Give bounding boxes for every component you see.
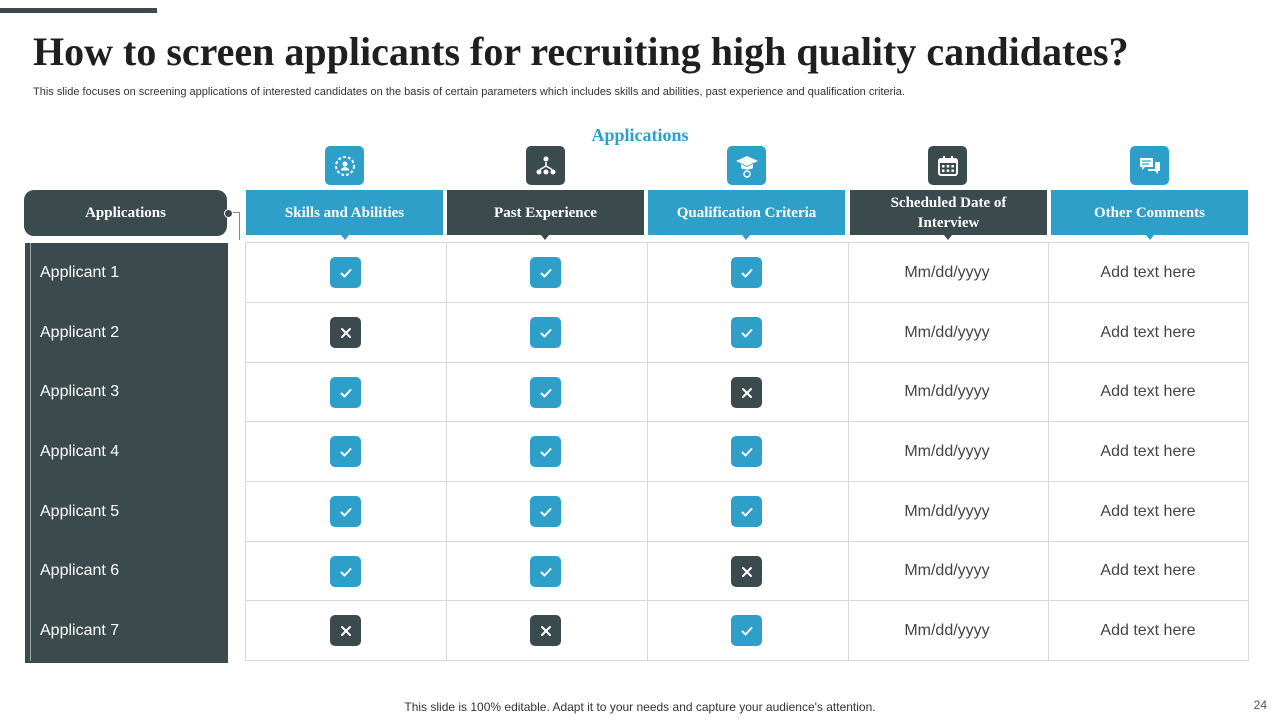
applicant-label: Applicant 5 bbox=[40, 503, 120, 520]
check-icon bbox=[731, 257, 762, 288]
page-number: 24 bbox=[1253, 698, 1267, 712]
check-icon bbox=[530, 257, 561, 288]
comment-cell: Add text here bbox=[1100, 622, 1196, 639]
check-icon bbox=[731, 436, 762, 467]
check-icon bbox=[731, 615, 762, 646]
check-icon bbox=[731, 496, 762, 527]
applicant-label: Applicant 3 bbox=[40, 383, 120, 400]
check-icon bbox=[330, 377, 361, 408]
applications-header: Applications bbox=[24, 190, 227, 236]
row-divider bbox=[245, 421, 1249, 422]
col-divider bbox=[647, 242, 648, 661]
date-cell: Mm/dd/yyyy bbox=[904, 503, 990, 520]
date-cell: Mm/dd/yyyy bbox=[904, 383, 990, 400]
check-icon bbox=[530, 377, 561, 408]
check-icon bbox=[330, 436, 361, 467]
check-icon bbox=[330, 556, 361, 587]
col-divider bbox=[1048, 242, 1049, 661]
cross-icon bbox=[731, 377, 762, 408]
graduation-gear-icon bbox=[727, 146, 766, 185]
check-icon bbox=[330, 257, 361, 288]
date-cell: Mm/dd/yyyy bbox=[904, 264, 990, 281]
connector-dot bbox=[224, 209, 233, 218]
footer-note: This slide is 100% editable. Adapt it to… bbox=[404, 700, 876, 714]
panel-accent-line bbox=[30, 243, 31, 661]
applicant-panel bbox=[25, 243, 228, 663]
applicant-label: Applicant 6 bbox=[40, 562, 120, 579]
comment-cell: Add text here bbox=[1100, 383, 1196, 400]
calendar-icon bbox=[928, 146, 967, 185]
comment-cell: Add text here bbox=[1100, 562, 1196, 579]
check-icon bbox=[530, 436, 561, 467]
col-header-experience: Past Experience bbox=[447, 190, 644, 235]
check-icon bbox=[530, 317, 561, 348]
date-cell: Mm/dd/yyyy bbox=[904, 622, 990, 639]
col-header-date: Scheduled Date of Interview bbox=[850, 190, 1047, 235]
chat-bubbles-icon bbox=[1130, 146, 1169, 185]
cross-icon bbox=[530, 615, 561, 646]
row-divider bbox=[245, 362, 1249, 363]
header-arrow bbox=[944, 235, 952, 240]
network-people-icon bbox=[526, 146, 565, 185]
col-divider bbox=[848, 242, 849, 661]
col-header-skills: Skills and Abilities bbox=[246, 190, 443, 235]
screening-table bbox=[245, 242, 1249, 661]
row-divider bbox=[245, 600, 1249, 601]
cross-icon bbox=[731, 556, 762, 587]
col-header-qualification: Qualification Criteria bbox=[648, 190, 845, 235]
check-icon bbox=[330, 496, 361, 527]
gear-person-icon bbox=[325, 146, 364, 185]
comment-cell: Add text here bbox=[1100, 443, 1196, 460]
col-header-comments: Other Comments bbox=[1051, 190, 1248, 235]
comment-cell: Add text here bbox=[1100, 264, 1196, 281]
header-arrow bbox=[341, 235, 349, 240]
check-icon bbox=[530, 496, 561, 527]
date-cell: Mm/dd/yyyy bbox=[904, 324, 990, 341]
col-divider bbox=[446, 242, 447, 661]
check-icon bbox=[731, 317, 762, 348]
applicant-label: Applicant 4 bbox=[40, 443, 120, 460]
connector-line bbox=[228, 212, 240, 240]
applicant-label: Applicant 1 bbox=[40, 264, 120, 281]
header-arrow bbox=[1146, 235, 1154, 240]
applicant-label: Applicant 2 bbox=[40, 324, 120, 341]
slide-title: How to screen applicants for recruiting … bbox=[33, 29, 1129, 74]
row-divider bbox=[245, 481, 1249, 482]
date-cell: Mm/dd/yyyy bbox=[904, 562, 990, 579]
comment-cell: Add text here bbox=[1100, 324, 1196, 341]
section-label: Applications bbox=[591, 125, 689, 145]
header-arrow bbox=[541, 235, 549, 240]
header-arrow bbox=[742, 235, 750, 240]
cross-icon bbox=[330, 317, 361, 348]
row-divider bbox=[245, 302, 1249, 303]
applicant-label: Applicant 7 bbox=[40, 622, 120, 639]
slide-subtitle: This slide focuses on screening applicat… bbox=[33, 86, 905, 98]
cross-icon bbox=[330, 615, 361, 646]
date-cell: Mm/dd/yyyy bbox=[904, 443, 990, 460]
check-icon bbox=[530, 556, 561, 587]
top-accent-bar bbox=[0, 8, 157, 13]
row-divider bbox=[245, 541, 1249, 542]
comment-cell: Add text here bbox=[1100, 503, 1196, 520]
